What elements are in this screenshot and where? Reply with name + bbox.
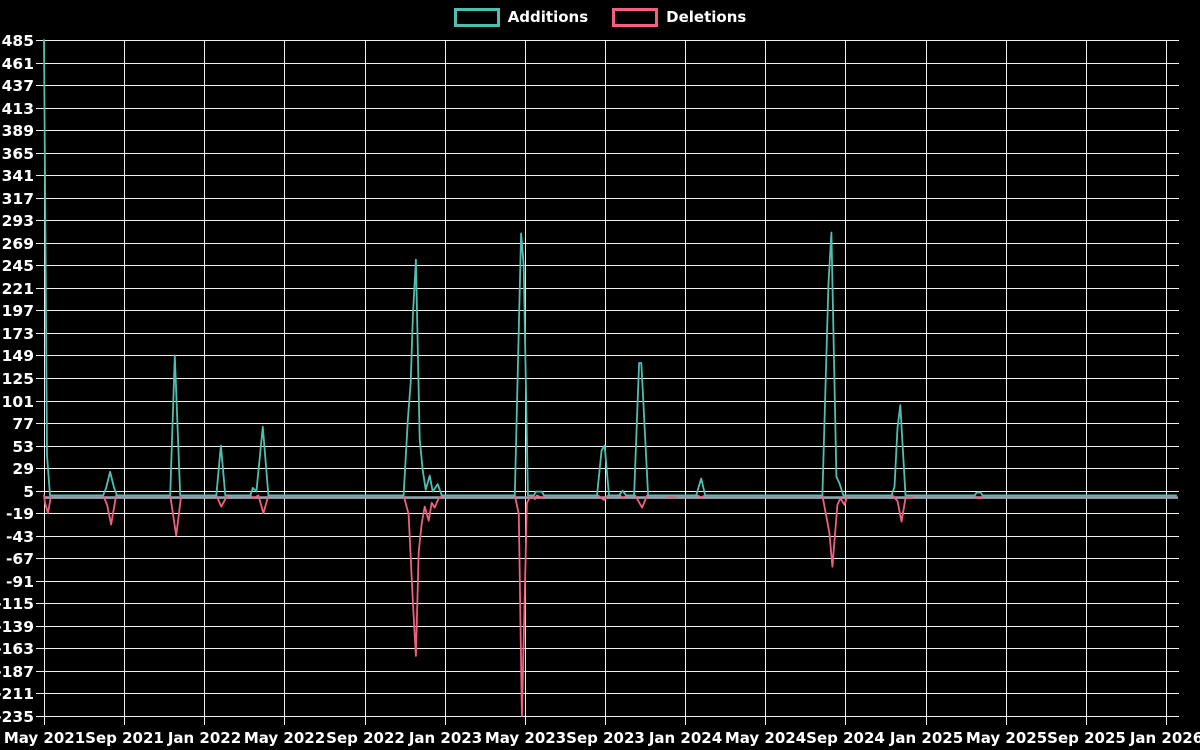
- y-tick-label: 29: [12, 460, 34, 478]
- x-tick-label: Sep 2022: [326, 729, 405, 747]
- x-tick-label: Sep 2021: [85, 729, 164, 747]
- y-tick-label: 365: [2, 145, 34, 163]
- chart-legend: Additions Deletions: [0, 8, 1200, 27]
- x-tick-label: May 2025: [966, 729, 1047, 747]
- y-tick-label: -211: [0, 685, 34, 703]
- x-tick-label: Jan 2024: [648, 729, 722, 747]
- legend-label-deletions: Deletions: [666, 8, 747, 26]
- x-tick-label: May 2021: [4, 729, 85, 747]
- x-tick-label: Jan 2022: [167, 729, 241, 747]
- y-tick-label: -235: [0, 708, 34, 726]
- x-tick-label: Sep 2025: [1047, 729, 1126, 747]
- deletions-swatch-icon: [612, 8, 659, 27]
- x-tick-label: May 2022: [244, 729, 325, 747]
- legend-label-additions: Additions: [507, 8, 589, 26]
- y-tick-label: -19: [6, 505, 34, 523]
- y-tick-label: 341: [2, 167, 34, 185]
- additions-line: [43, 39, 1177, 497]
- y-tick-label: 485: [2, 32, 34, 50]
- x-tick-label: Jan 2026: [1129, 729, 1200, 747]
- y-tick-label: 173: [2, 325, 34, 343]
- x-tick-label: May 2023: [485, 729, 566, 747]
- y-tick-label: 221: [2, 280, 34, 298]
- y-tick-label: -187: [0, 663, 34, 681]
- y-tick-label: 389: [2, 122, 34, 140]
- deletions-line: [43, 494, 1177, 717]
- x-tick-label: Jan 2023: [408, 729, 482, 747]
- y-tick-label: 149: [2, 347, 34, 365]
- y-tick-label: 5: [23, 483, 34, 501]
- y-tick-label: -163: [0, 640, 34, 658]
- y-tick-label: -43: [6, 528, 34, 546]
- y-tick-label: -139: [0, 618, 34, 636]
- legend-entry-deletions[interactable]: Deletions: [612, 8, 746, 27]
- x-tick-label: May 2024: [725, 729, 806, 747]
- y-tick-label: 413: [2, 100, 34, 118]
- y-tick-label: 77: [12, 415, 34, 433]
- y-tick-label: 461: [2, 55, 34, 73]
- y-tick-label: -115: [0, 595, 34, 613]
- additions-swatch-icon: [453, 8, 500, 27]
- y-tick-label: 269: [2, 235, 34, 253]
- y-tick-label: 437: [2, 77, 34, 95]
- x-tick-label: Jan 2025: [889, 729, 963, 747]
- x-tick-label: Sep 2024: [806, 729, 885, 747]
- y-tick-label: 317: [2, 190, 34, 208]
- x-tick-label: Sep 2023: [566, 729, 645, 747]
- y-tick-label: 125: [2, 370, 34, 388]
- y-tick-label: 293: [2, 212, 34, 230]
- y-tick-label: 101: [2, 393, 34, 411]
- legend-entry-additions[interactable]: Additions: [453, 8, 589, 27]
- y-tick-label: 245: [2, 257, 34, 275]
- y-tick-label: 197: [2, 302, 34, 320]
- y-tick-label: -91: [6, 573, 34, 591]
- y-tick-label: -67: [6, 550, 34, 568]
- y-tick-label: 53: [12, 438, 34, 456]
